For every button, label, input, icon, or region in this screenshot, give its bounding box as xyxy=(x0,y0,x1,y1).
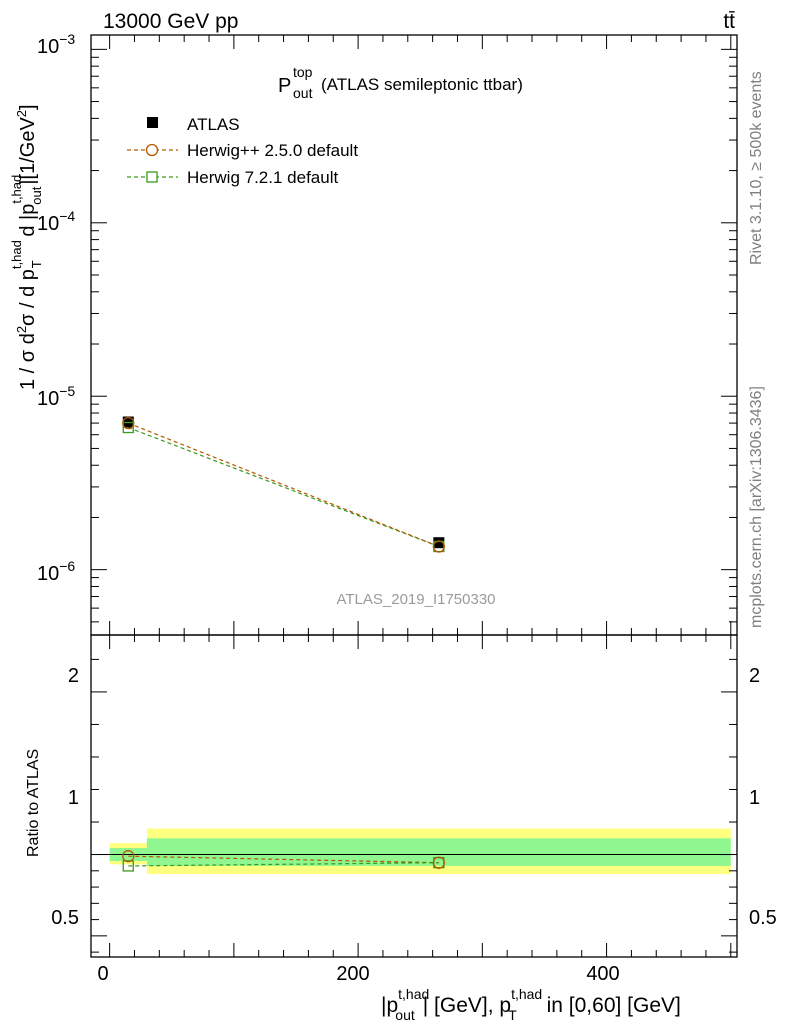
title-symbol: P xyxy=(278,75,291,97)
ytick-ratio-label-right: 1 xyxy=(749,787,760,809)
ytick-main-label: 10−6 xyxy=(37,558,75,585)
legend-label: ATLAS xyxy=(187,115,240,134)
series-line-herwigpp xyxy=(128,422,440,548)
data-point-herwigpp xyxy=(122,416,135,430)
data-point-herwig7 xyxy=(122,421,134,434)
plot-title: P top out (ATLAS semileptonic ttbar) xyxy=(278,64,523,101)
ratio-uncertainty-bands xyxy=(91,828,737,875)
ratio-line-herwig7 xyxy=(128,862,439,867)
rivet-label: Rivet 3.1.10, ≥ 500k events xyxy=(748,71,765,265)
main-y-tick-labels: 10−3 10−4 10−5 10−6 xyxy=(37,31,75,585)
y-axis-label-main: 1 / σ d2σ / d pt,had T d |pt,had out|[1/Ge… xyxy=(9,104,44,390)
mcplots-label: mcplots.cern.ch [arXiv:1306.3436] xyxy=(748,386,765,628)
data-point-herwigpp xyxy=(432,540,445,553)
energy-label: 13000 GeV pp xyxy=(103,10,238,33)
ytick-ratio-label: 0.5 xyxy=(51,907,79,929)
legend-marker-atlas xyxy=(147,117,158,128)
axis-ticks xyxy=(91,35,737,957)
ratio-y-tick-labels: 2 1 0.5 2 1 0.5 xyxy=(51,665,777,929)
title-text: (ATLAS semileptonic ttbar) xyxy=(321,75,523,94)
ratio-line-herwigpp xyxy=(128,855,439,864)
band-green xyxy=(146,838,731,866)
ratio-point-herwigpp xyxy=(432,856,445,869)
ytick-main-label: 10−5 xyxy=(37,383,75,410)
analysis-watermark: ATLAS_2019_I1750330 xyxy=(336,591,495,608)
ratio-panel-frame xyxy=(90,634,738,958)
x-tick-labels: 0 200 400 xyxy=(97,963,619,985)
ytick-ratio-label: 2 xyxy=(68,665,79,687)
xtick-label: 400 xyxy=(586,963,619,985)
x-axis-label: |pt,had out | [GeV], pt,had T in [0,60] [Ge… xyxy=(381,986,681,1023)
legend-label: Herwig 7.2.1 default xyxy=(187,168,338,187)
process-label: tt̄ xyxy=(723,10,735,33)
ytick-main-label: 10−3 xyxy=(37,31,75,58)
xtick-label: 0 xyxy=(97,963,108,985)
legend-label: Herwig++ 2.5.0 default xyxy=(187,141,358,160)
ytick-main-label: 10−4 xyxy=(37,208,75,235)
data-point-atlas xyxy=(433,537,445,549)
ratio-point-herwigpp xyxy=(122,850,135,863)
legend-marker-herwig7 xyxy=(146,171,158,183)
y-axis-label-ratio: Ratio to ATLAS xyxy=(25,749,42,857)
xtick-label: 200 xyxy=(336,963,369,985)
ratio-point-herwig7 xyxy=(122,860,134,872)
title-superscript: top xyxy=(293,64,313,80)
title-subscript: out xyxy=(293,85,313,101)
legend: ATLAS Herwig++ 2.5.0 default Herwig 7.2.… xyxy=(127,115,358,187)
ytick-ratio-label-right: 0.5 xyxy=(749,907,777,929)
legend-marker-herwigpp xyxy=(145,143,159,157)
series-line-herwig7 xyxy=(128,426,440,548)
ytick-ratio-label: 1 xyxy=(68,787,79,809)
data-marks xyxy=(122,416,445,872)
ytick-ratio-label-right: 2 xyxy=(749,665,760,687)
